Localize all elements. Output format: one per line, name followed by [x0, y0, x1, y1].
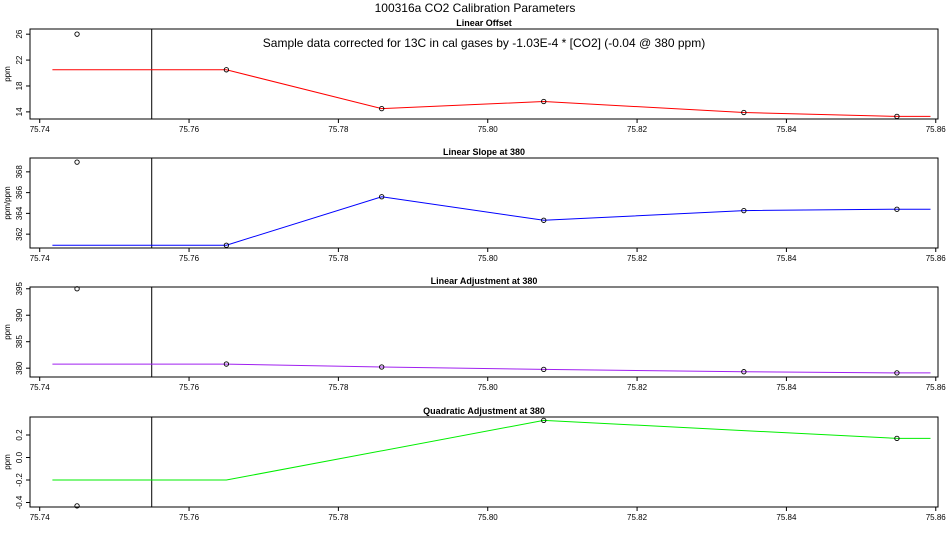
panel-title: Quadratic Adjustment at 380	[423, 406, 545, 416]
plot-frame	[29, 416, 939, 508]
data-point	[741, 369, 747, 375]
x-tick-label: 75.78	[328, 383, 349, 392]
x-tick-label: 75.86	[926, 513, 947, 522]
x-tick-label: 75.74	[30, 125, 51, 134]
panel-3: Linear Adjustment at 380 75.74 75.76 75.78 7…	[3, 276, 946, 392]
data-point	[741, 207, 747, 214]
data-point	[74, 503, 80, 509]
x-tick-label: 75.78	[328, 254, 349, 263]
y-axis-label: ppm	[3, 66, 12, 82]
x-tick-label: 75.74	[30, 254, 51, 263]
x-tick-label: 75.76	[179, 513, 200, 522]
data-point	[379, 105, 385, 112]
y-tick-label: 18	[15, 81, 24, 90]
y-tick-label: 0.0	[15, 451, 24, 463]
x-tick-label: 75.78	[328, 513, 349, 522]
panel-title: Linear Slope at 380	[443, 147, 525, 157]
x-tick-label: 75.84	[776, 125, 797, 134]
plot-frame	[29, 28, 939, 120]
y-tick-label: 14	[15, 107, 24, 116]
y-tick-label: 395	[15, 282, 24, 296]
x-tick-label: 75.84	[776, 254, 797, 263]
x-tick-label: 75.74	[30, 513, 51, 522]
data-point	[223, 361, 230, 367]
data-point	[541, 98, 547, 105]
x-tick-label: 75.80	[478, 254, 499, 263]
y-tick-label: 366	[15, 185, 24, 199]
y-axis-label: ppm/ppm	[3, 186, 12, 220]
y-tick-label: 22	[15, 55, 24, 64]
data-point	[894, 370, 900, 376]
x-tick-label: 75.80	[478, 383, 499, 392]
x-tick-label: 75.80	[478, 125, 499, 134]
panels: Linear Offset Sample data corrected for 1…	[3, 18, 946, 522]
y-tick-label: 364	[15, 206, 24, 220]
series-line	[52, 69, 931, 117]
y-tick-label: 385	[15, 334, 24, 348]
y-tick-label: 380	[15, 361, 24, 375]
x-tick-label: 75.84	[776, 513, 797, 522]
data-point	[541, 366, 547, 373]
panel-2: Linear Slope at 380 75.74 75.76 75.78 75.80 7…	[3, 147, 946, 263]
x-tick-label: 75.84	[776, 383, 797, 392]
data-point	[74, 31, 80, 37]
y-tick-label: -0.4	[15, 495, 24, 509]
panel-title: Linear Offset	[456, 18, 512, 28]
y-tick-label: 26	[15, 29, 24, 38]
x-tick-label: 75.78	[328, 125, 349, 134]
x-tick-label: 75.82	[627, 383, 648, 392]
panel-1: Linear Offset Sample data corrected for 1…	[3, 18, 946, 134]
y-tick-label: 362	[15, 227, 24, 241]
panel-annotation: Sample data corrected for 13C in cal gas…	[263, 36, 705, 50]
x-tick-label: 75.82	[627, 125, 648, 134]
series-line	[52, 419, 931, 481]
y-axis-label: ppm	[3, 454, 12, 470]
data-point	[223, 242, 230, 248]
series-line	[52, 363, 931, 374]
data-point	[379, 364, 385, 370]
x-tick-label: 75.74	[30, 383, 51, 392]
x-tick-label: 75.86	[926, 383, 947, 392]
data-point	[379, 194, 385, 200]
panel-title: Linear Adjustment at 380	[431, 276, 538, 286]
data-point	[541, 417, 547, 424]
x-tick-label: 75.76	[179, 254, 200, 263]
y-axis-label: ppm	[3, 324, 12, 340]
x-tick-label: 75.82	[627, 254, 648, 263]
x-tick-label: 75.76	[179, 125, 200, 134]
x-tick-label: 75.80	[478, 513, 499, 522]
x-tick-label: 75.86	[926, 125, 947, 134]
x-tick-label: 75.76	[179, 383, 200, 392]
series-line	[52, 196, 931, 246]
data-point	[894, 113, 900, 120]
plot-frame	[29, 286, 939, 378]
x-tick-label: 75.82	[627, 513, 648, 522]
data-point	[74, 286, 80, 292]
data-point	[894, 435, 900, 442]
data-point	[741, 109, 747, 116]
data-point	[223, 67, 230, 73]
x-tick-label: 75.86	[926, 254, 947, 263]
y-tick-label: 0.2	[15, 429, 24, 441]
plot-frame	[29, 157, 939, 249]
data-point	[894, 206, 900, 212]
y-tick-label: 368	[15, 165, 24, 179]
data-point	[541, 217, 547, 223]
y-tick-label: -0.2	[15, 473, 24, 487]
y-tick-label: 390	[15, 308, 24, 322]
panel-4: Quadratic Adjustment at 380 75.74 75.76 75.…	[3, 406, 946, 522]
figure-title: 100316a CO2 Calibration Parameters	[375, 1, 576, 15]
data-point	[74, 159, 80, 165]
